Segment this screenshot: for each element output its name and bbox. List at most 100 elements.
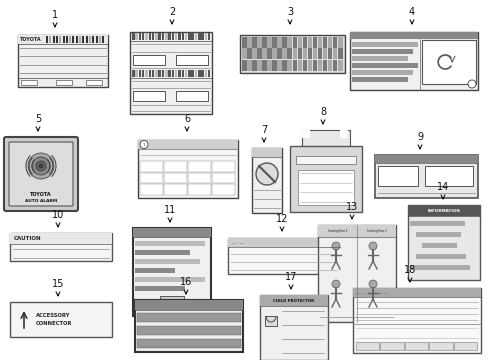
Bar — [82, 36, 84, 43]
Bar — [137, 313, 241, 322]
Bar — [337, 37, 342, 48]
Bar — [246, 60, 251, 71]
Bar — [289, 146, 361, 212]
Text: 9: 9 — [416, 132, 422, 149]
Bar — [332, 48, 337, 59]
Circle shape — [368, 280, 376, 288]
Bar — [292, 37, 296, 48]
Bar — [53, 36, 55, 43]
Bar — [99, 36, 101, 43]
Bar — [201, 70, 203, 77]
Text: Seating Row 1: Seating Row 1 — [327, 229, 346, 233]
Bar — [133, 91, 164, 101]
Text: 3: 3 — [286, 7, 292, 24]
Bar — [327, 37, 332, 48]
Bar — [164, 33, 167, 40]
Bar — [72, 36, 74, 43]
Circle shape — [467, 80, 475, 88]
Circle shape — [331, 242, 339, 250]
Bar — [267, 48, 271, 59]
Bar — [79, 36, 81, 43]
Bar — [135, 286, 184, 291]
Bar — [163, 173, 186, 183]
Circle shape — [28, 153, 54, 179]
Bar — [155, 33, 157, 40]
Bar — [151, 33, 154, 40]
Bar — [302, 60, 306, 71]
Bar — [317, 225, 395, 237]
Bar — [140, 173, 163, 183]
Text: CHILD PROTECTOR: CHILD PROTECTOR — [273, 298, 314, 302]
Bar — [135, 250, 190, 255]
Bar — [415, 254, 465, 259]
Bar — [176, 55, 207, 65]
Bar — [62, 36, 64, 43]
Bar — [351, 63, 418, 68]
Bar — [132, 70, 134, 77]
Circle shape — [39, 164, 43, 168]
Bar — [164, 70, 167, 77]
Bar — [168, 33, 170, 40]
Bar — [135, 300, 243, 352]
Text: Seating Row 2: Seating Row 2 — [366, 229, 386, 233]
Bar — [352, 288, 480, 297]
Bar — [175, 33, 177, 40]
Bar — [297, 170, 353, 205]
Bar — [307, 37, 311, 48]
Bar — [135, 259, 200, 264]
Bar — [135, 268, 175, 273]
Text: 7: 7 — [260, 125, 266, 142]
Bar — [374, 155, 477, 198]
Bar — [135, 241, 204, 246]
Bar — [181, 70, 183, 77]
Text: 15: 15 — [52, 279, 64, 296]
Bar — [171, 70, 174, 77]
Bar — [242, 37, 246, 48]
Text: INFORMATION: INFORMATION — [427, 208, 460, 212]
Bar — [322, 60, 326, 71]
Bar — [262, 48, 266, 59]
Circle shape — [368, 242, 376, 250]
Bar — [282, 48, 286, 59]
Text: AUTO ALARM: AUTO ALARM — [25, 199, 57, 203]
Bar — [89, 36, 91, 43]
Bar — [212, 173, 235, 183]
Bar — [337, 60, 342, 71]
Bar — [163, 161, 186, 172]
Bar — [158, 33, 161, 40]
Bar — [351, 56, 407, 61]
Bar — [204, 33, 207, 40]
Text: 8: 8 — [319, 107, 325, 124]
Bar — [295, 156, 355, 164]
Bar — [251, 148, 282, 213]
Bar — [267, 37, 271, 48]
Bar — [138, 33, 141, 40]
Bar — [302, 130, 309, 138]
Bar — [148, 70, 151, 77]
Bar — [175, 70, 177, 77]
Bar — [145, 33, 147, 40]
Bar — [145, 70, 147, 77]
Text: 12: 12 — [275, 214, 287, 231]
Bar — [138, 140, 238, 149]
Circle shape — [256, 163, 278, 185]
Bar — [302, 48, 306, 59]
Bar — [292, 48, 296, 59]
Bar — [163, 184, 186, 195]
Text: 5: 5 — [35, 114, 41, 131]
Text: CAUTION: CAUTION — [14, 236, 41, 241]
Bar — [187, 184, 210, 195]
Bar — [178, 33, 181, 40]
Text: 6: 6 — [183, 114, 190, 131]
Bar — [312, 37, 317, 48]
Bar — [349, 32, 477, 39]
Bar — [327, 48, 332, 59]
Bar — [317, 225, 395, 322]
Bar — [133, 55, 164, 65]
FancyBboxPatch shape — [9, 142, 73, 206]
Bar — [262, 37, 266, 48]
Bar — [176, 91, 207, 101]
Bar — [95, 36, 97, 43]
Bar — [404, 342, 427, 350]
Bar — [424, 166, 472, 186]
